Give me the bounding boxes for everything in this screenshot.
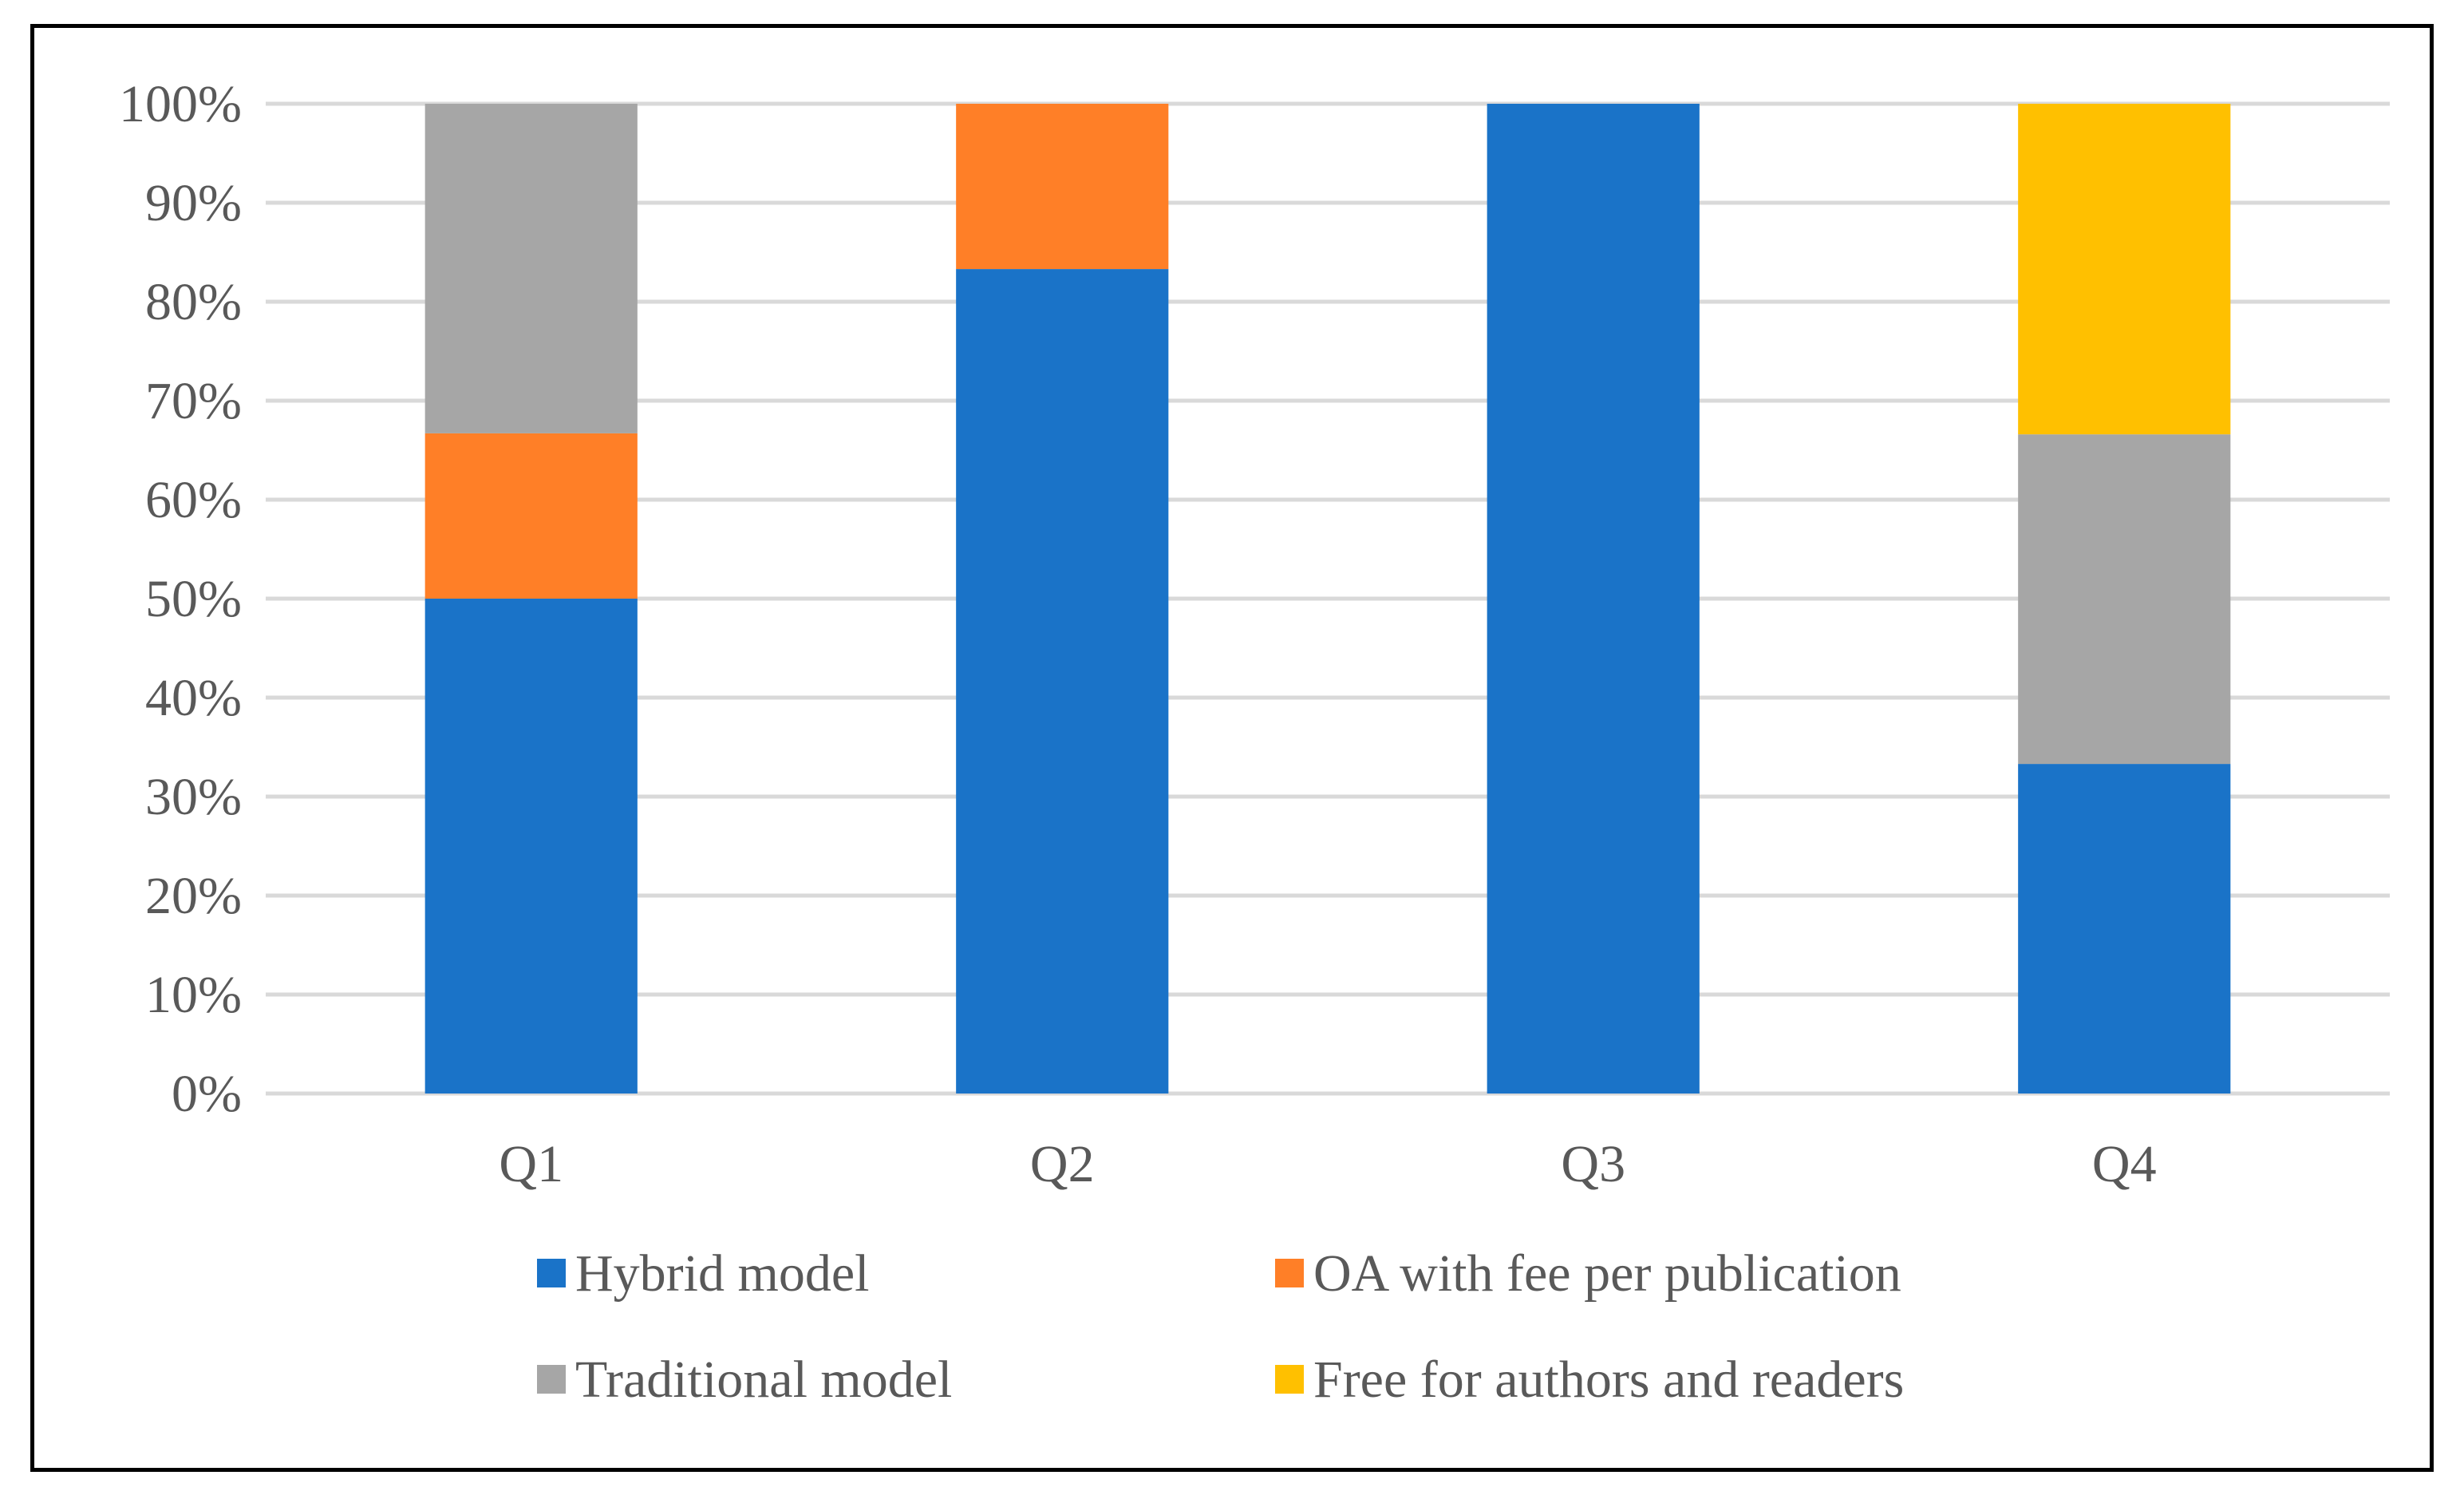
legend-label: OA with fee per publication	[1313, 1244, 1901, 1303]
y-tick-label: 10%	[145, 966, 242, 1024]
legend-label: Hybrid model	[575, 1244, 869, 1303]
x-tick-label: Q3	[1561, 1135, 1625, 1193]
legend-swatch	[1275, 1365, 1304, 1394]
y-tick-label: 0%	[172, 1065, 242, 1123]
stacked-bar-chart: 0% 10% 20% 30% 40% 50% 60% 70% 80% 90% 100% Q1 Q2 Q3 Q…	[119, 75, 2390, 1409]
bar-segment	[1487, 104, 1700, 1094]
bars	[424, 104, 2231, 1094]
bar-segment	[956, 269, 1169, 1094]
bar-segment	[956, 104, 1169, 270]
legend-label: Traditional model	[575, 1351, 952, 1409]
bar-segment	[424, 104, 638, 433]
y-tick-label: 90%	[145, 174, 242, 232]
x-tick-label: Q4	[2092, 1135, 2157, 1193]
axis-labels: 0% 10% 20% 30% 40% 50% 60% 70% 80% 90% 100% Q1 Q2 Q3 Q…	[119, 75, 2157, 1193]
y-tick-label: 40%	[145, 669, 242, 727]
bar-segment	[2018, 764, 2231, 1094]
legend-swatch	[537, 1365, 566, 1394]
bar-segment	[2018, 104, 2231, 435]
x-tick-label: Q1	[499, 1135, 563, 1193]
chart-frame: 0% 10% 20% 30% 40% 50% 60% 70% 80% 90% 100% Q1 Q2 Q3 Q…	[30, 24, 2434, 1472]
legend-swatch	[1275, 1259, 1304, 1287]
y-tick-label: 20%	[145, 867, 242, 925]
x-tick-label: Q2	[1030, 1135, 1095, 1193]
bar-segment	[424, 599, 638, 1094]
bar-segment	[424, 433, 638, 599]
bar-segment	[2018, 434, 2231, 765]
legend: Hybrid model OA with fee per publication T…	[537, 1244, 1904, 1409]
y-tick-label: 100%	[119, 75, 242, 133]
y-tick-label: 70%	[145, 372, 242, 430]
y-tick-label: 60%	[145, 471, 242, 529]
legend-swatch	[537, 1259, 566, 1287]
y-tick-label: 50%	[145, 570, 242, 628]
y-tick-label: 30%	[145, 768, 242, 826]
y-tick-label: 80%	[145, 273, 242, 331]
legend-label: Free for authors and readers	[1313, 1351, 1904, 1409]
